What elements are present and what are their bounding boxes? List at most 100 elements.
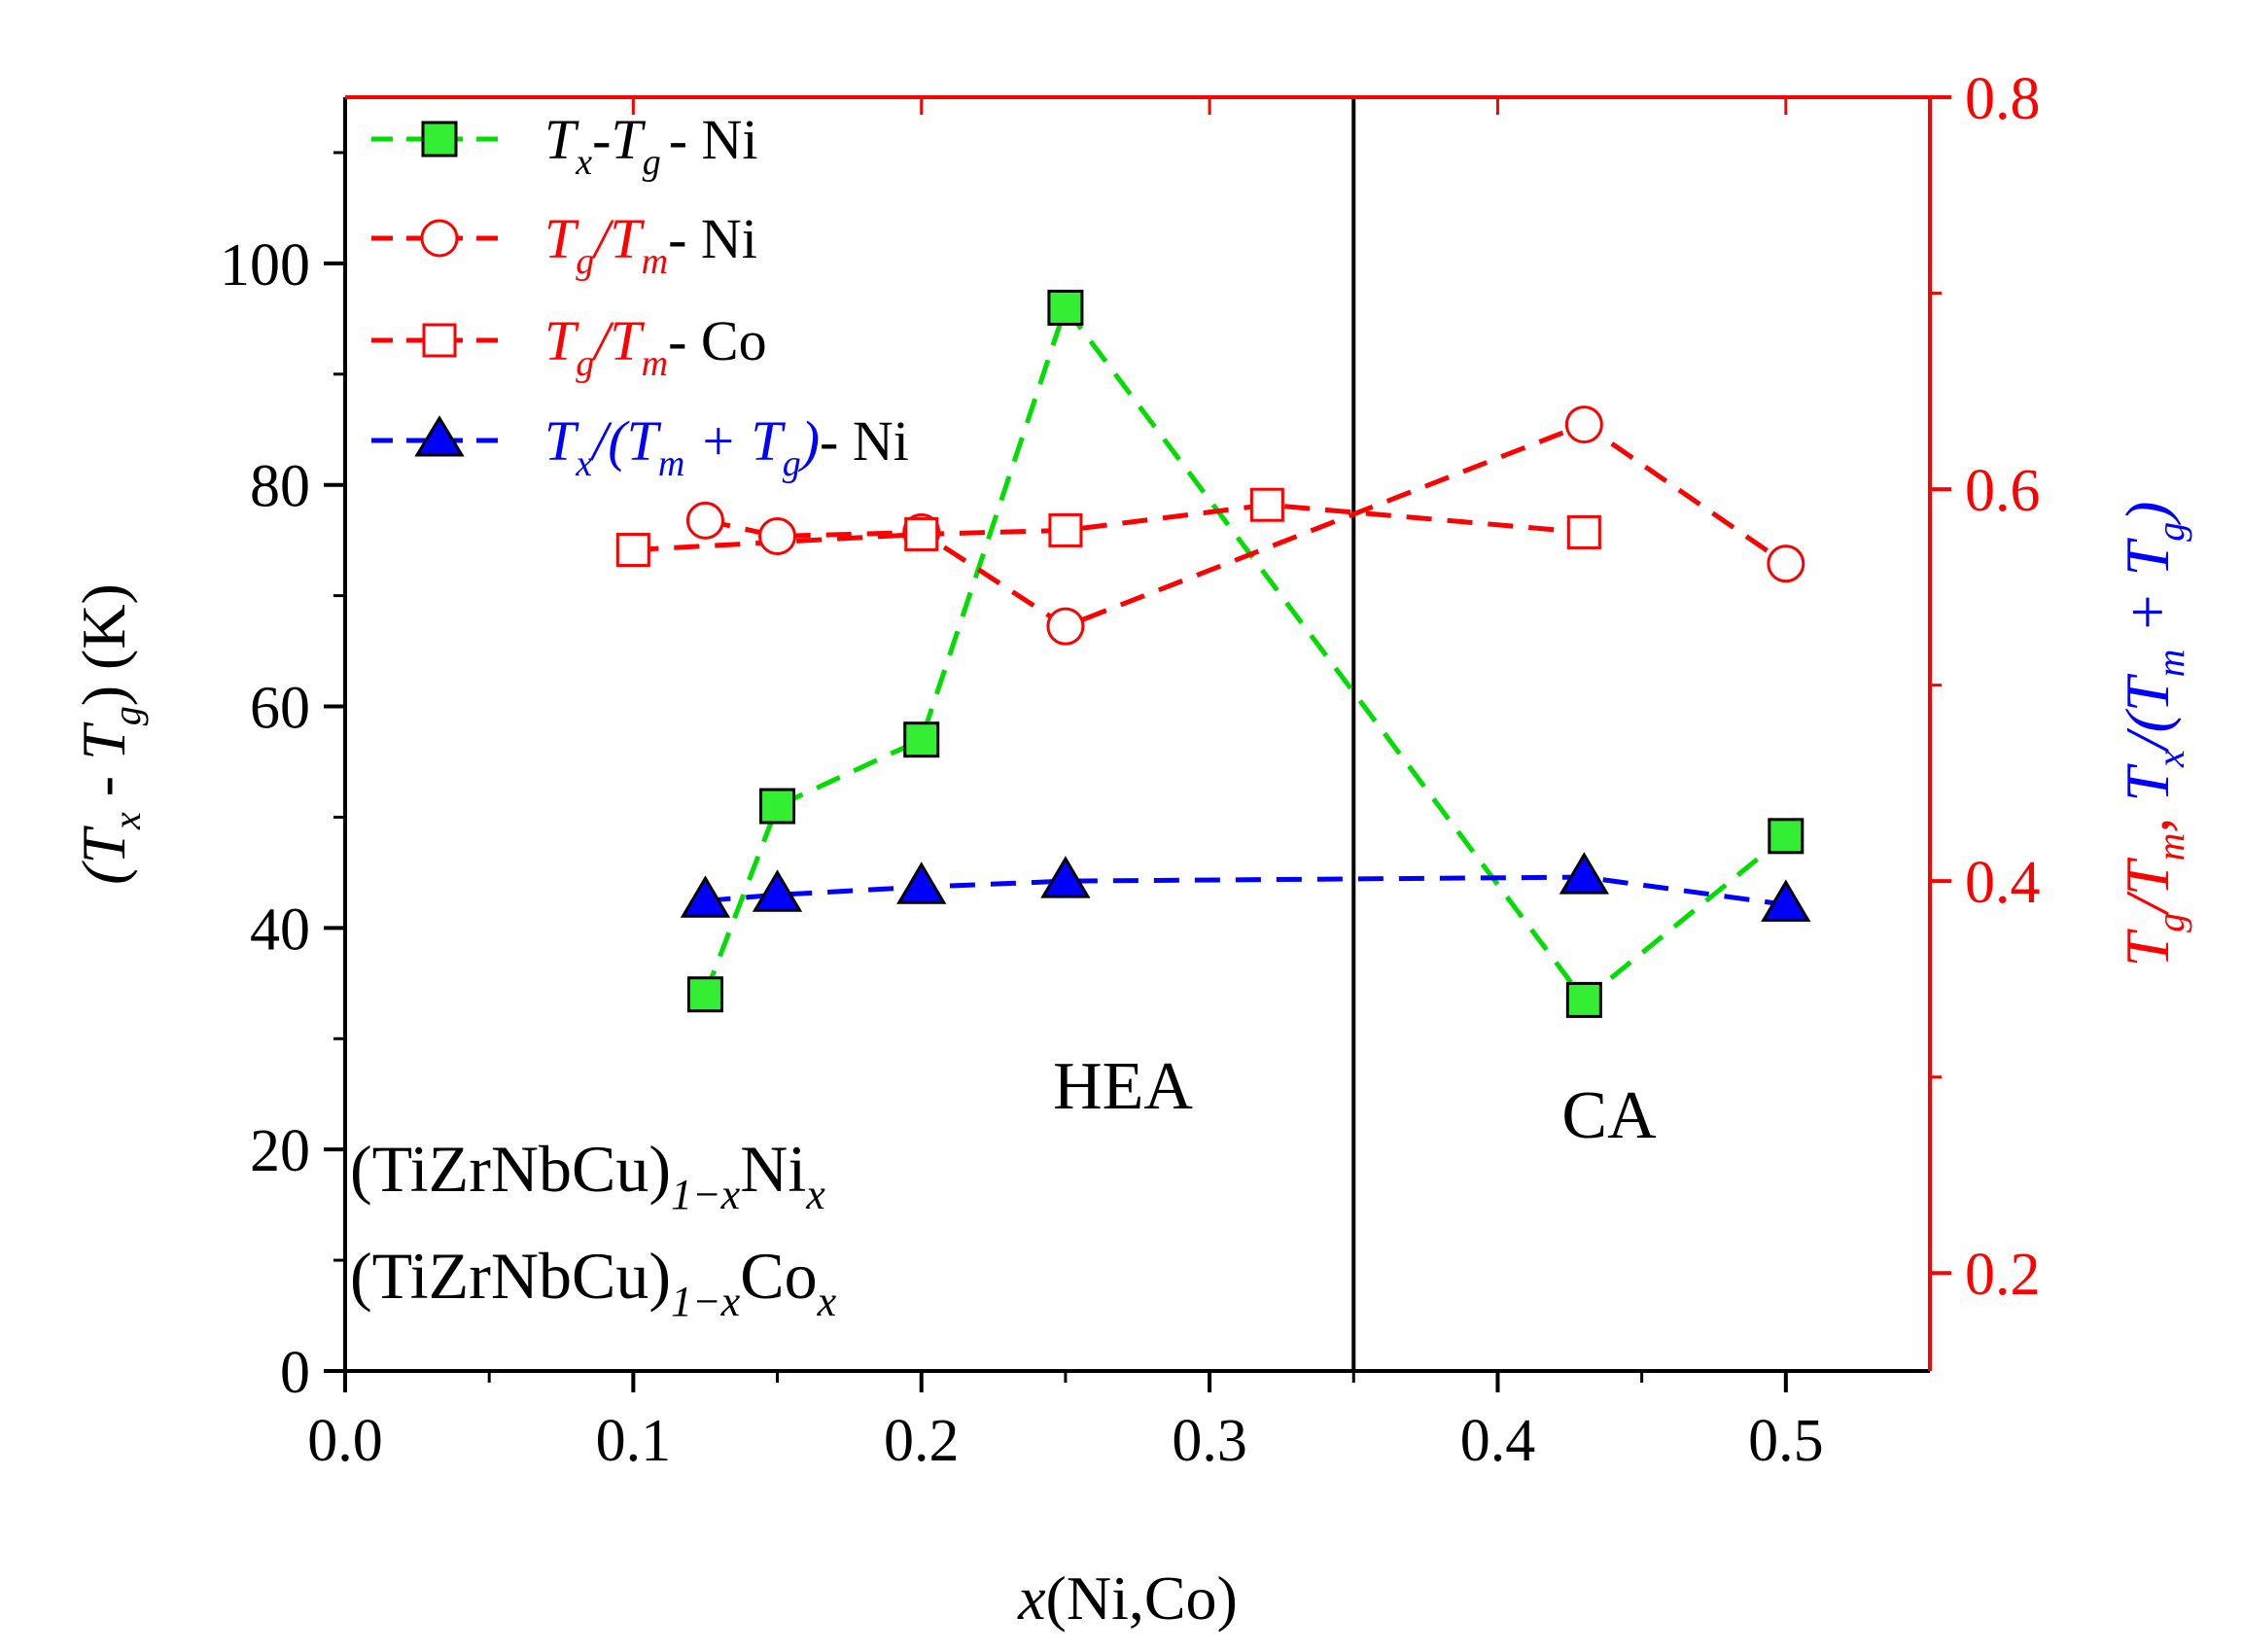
composition-ni: (TiZrNbCu)1−xNix: [350, 1132, 825, 1218]
right-tick-label: 0.4: [1965, 850, 2041, 916]
data-point-tg-tm-ni: [1564, 405, 1603, 444]
right-title-a-sub: g: [2149, 913, 2192, 932]
legend-s2-b-sub: m: [642, 241, 668, 282]
right-title-e-sub: m: [2149, 650, 2192, 678]
right-title-a: T: [2113, 928, 2182, 967]
legend-label-tx-tg-ni: Tx-Tg - Ni: [544, 108, 758, 183]
legend-entry-tg-tm-ni: Tg/Tm- Ni: [371, 207, 757, 282]
left-title-p2: - T: [69, 721, 138, 812]
legend-s4-b: /(T: [589, 409, 661, 473]
annotation-hea: HEA: [1053, 1049, 1193, 1124]
legend-s4-a-sub: x: [575, 443, 592, 484]
annotation-ca: CA: [1561, 1078, 1657, 1153]
legend-label-tg-tm-co: Tg/Tm- Co: [544, 309, 767, 384]
comp-co-base: (TiZrNbCu): [350, 1239, 671, 1313]
data-point-tg-tm-ni: [758, 516, 797, 555]
x-tick-label: 0.4: [1460, 1408, 1536, 1474]
data-point-tx-tg-ni: [1047, 289, 1084, 326]
legend-s4-c: + T: [684, 409, 786, 473]
x-axis-title-var: x: [1017, 1564, 1045, 1633]
legend-s3-b: /T: [591, 309, 645, 372]
right-title-b: /T: [2113, 857, 2182, 916]
comp-co-el: Co: [740, 1239, 817, 1313]
data-point-tx-tg-ni: [903, 721, 940, 758]
data-point-tx-tm-tg-ni: [1040, 856, 1091, 898]
legend-s4-c-sub: g: [783, 443, 801, 484]
legend-marker-tx-tm-tg-ni: [414, 415, 465, 457]
data-point-tg-tm-co: [904, 516, 939, 551]
right-title-d: T: [2113, 763, 2182, 802]
legend-s2-a: T: [544, 207, 579, 270]
x-tick-label: 0.3: [1172, 1408, 1247, 1474]
legend-entry-tx-tm-tg-ni: Tx/(Tm + Tg)- Ni: [371, 409, 909, 484]
data-point-tg-tm-co: [615, 533, 650, 568]
data-point-tg-tm-ni: [1767, 545, 1805, 583]
data-point-tx-tm-tg-ni: [896, 861, 947, 904]
left-tick-label: 60: [250, 676, 310, 742]
right-axis-title: Tg/Tm, Tx/(Tm + Tg): [2113, 502, 2192, 967]
data-point-tg-tm-ni: [685, 501, 724, 540]
left-tick-label: 40: [250, 896, 310, 963]
legend-marker-tx-tg-ni: [421, 121, 458, 158]
data-point-tx-tg-ni: [686, 976, 723, 1013]
x-tick-label: 0.2: [884, 1408, 960, 1474]
right-tick-label: 0.8: [1965, 66, 2041, 132]
x-tick-label: 0.5: [1748, 1408, 1824, 1474]
legend-entry-tg-tm-co: Tg/Tm- Co: [371, 309, 767, 384]
data-point-tg-tm-co: [1048, 512, 1083, 547]
left-title-p3: ) (K): [69, 583, 138, 706]
comp-ni-base: (TiZrNbCu): [350, 1132, 671, 1206]
left-title-s2: g: [105, 706, 149, 725]
legend: Tx-Tg - Ni Tg/Tm- Ni Tg/Tm- Co Tx/(Tm + T…: [371, 108, 909, 484]
comp-co-el-sub: x: [817, 1278, 837, 1325]
right-title-f-sub: g: [2149, 522, 2192, 542]
legend-label-tg-tm-ni: Tg/Tm- Ni: [544, 207, 757, 282]
right-tick-label: 0.2: [1965, 1242, 2041, 1308]
composition-co: (TiZrNbCu)1−xCox: [350, 1239, 837, 1325]
series-line-tx-tg-ni: [703, 302, 1788, 1003]
legend-s2-a-sub: g: [576, 241, 594, 282]
legend-s4-tail: - Ni: [820, 409, 909, 473]
legend-entry-tx-tg-ni: Tx-Tg - Ni: [371, 108, 758, 183]
legend-s2-b: /T: [591, 207, 645, 270]
data-point-tg-tm-ni: [1046, 607, 1085, 646]
legend-s4-a: T: [544, 409, 579, 473]
right-title-d-sub: x: [2149, 750, 2192, 768]
legend-s3-tail: - Co: [668, 309, 767, 372]
legend-s3-b-sub: m: [642, 343, 668, 384]
legend-s4-d: ): [798, 409, 820, 473]
legend-s1-b-sub: g: [643, 142, 661, 183]
data-point-tx-tg-ni: [759, 788, 796, 825]
comp-ni-sub: 1−x: [671, 1171, 741, 1218]
right-title-b-sub: m: [2149, 833, 2192, 861]
right-title-e: /(T: [2113, 673, 2182, 753]
legend-s2-tail: - Ni: [668, 207, 757, 270]
legend-s1-tail: - Ni: [669, 108, 758, 171]
data-point-tx-tm-tg-ni: [752, 869, 803, 912]
left-tick-label: 100: [220, 232, 310, 299]
data-point-tx-tm-tg-ni: [680, 875, 731, 918]
x-tick-label: 0.0: [307, 1408, 383, 1474]
series-line-tx-tm-tg-ni: [705, 874, 1787, 907]
comp-ni-el: Ni: [740, 1132, 806, 1206]
data-point-tx-tm-tg-ni: [1559, 852, 1609, 895]
x-axis-title: x(Ni,Co): [1017, 1564, 1238, 1633]
x-axis-title-rest: (Ni,Co): [1046, 1564, 1238, 1633]
left-tick-label: 20: [250, 1118, 310, 1184]
comp-ni-el-sub: x: [805, 1171, 825, 1218]
left-title-p1: (T: [69, 826, 138, 885]
x-tick-label: 0.1: [596, 1408, 672, 1474]
right-title-c: ,: [2113, 802, 2182, 833]
left-tick-label: 0: [280, 1340, 310, 1406]
legend-s4-b-sub: m: [658, 443, 684, 484]
legend-marker-tg-tm-ni: [420, 219, 459, 258]
right-tick-label: 0.6: [1965, 458, 2041, 524]
data-point-tx-tg-ni: [1768, 818, 1804, 855]
legend-marker-tg-tm-co: [422, 323, 457, 358]
data-point-tx-tm-tg-ni: [1761, 879, 1811, 922]
legend-label-tx-tm-tg-ni: Tx/(Tm + Tg)- Ni: [544, 409, 909, 484]
right-title-f: + T: [2113, 537, 2182, 649]
ticks-layer: 0.0 0.1 0.2 0.3 0.4 0.5 0 20 40 60 80 100 0.2 0.4 0.6 0…: [220, 66, 2041, 1474]
legend-s1-a-sub: x: [575, 142, 592, 183]
